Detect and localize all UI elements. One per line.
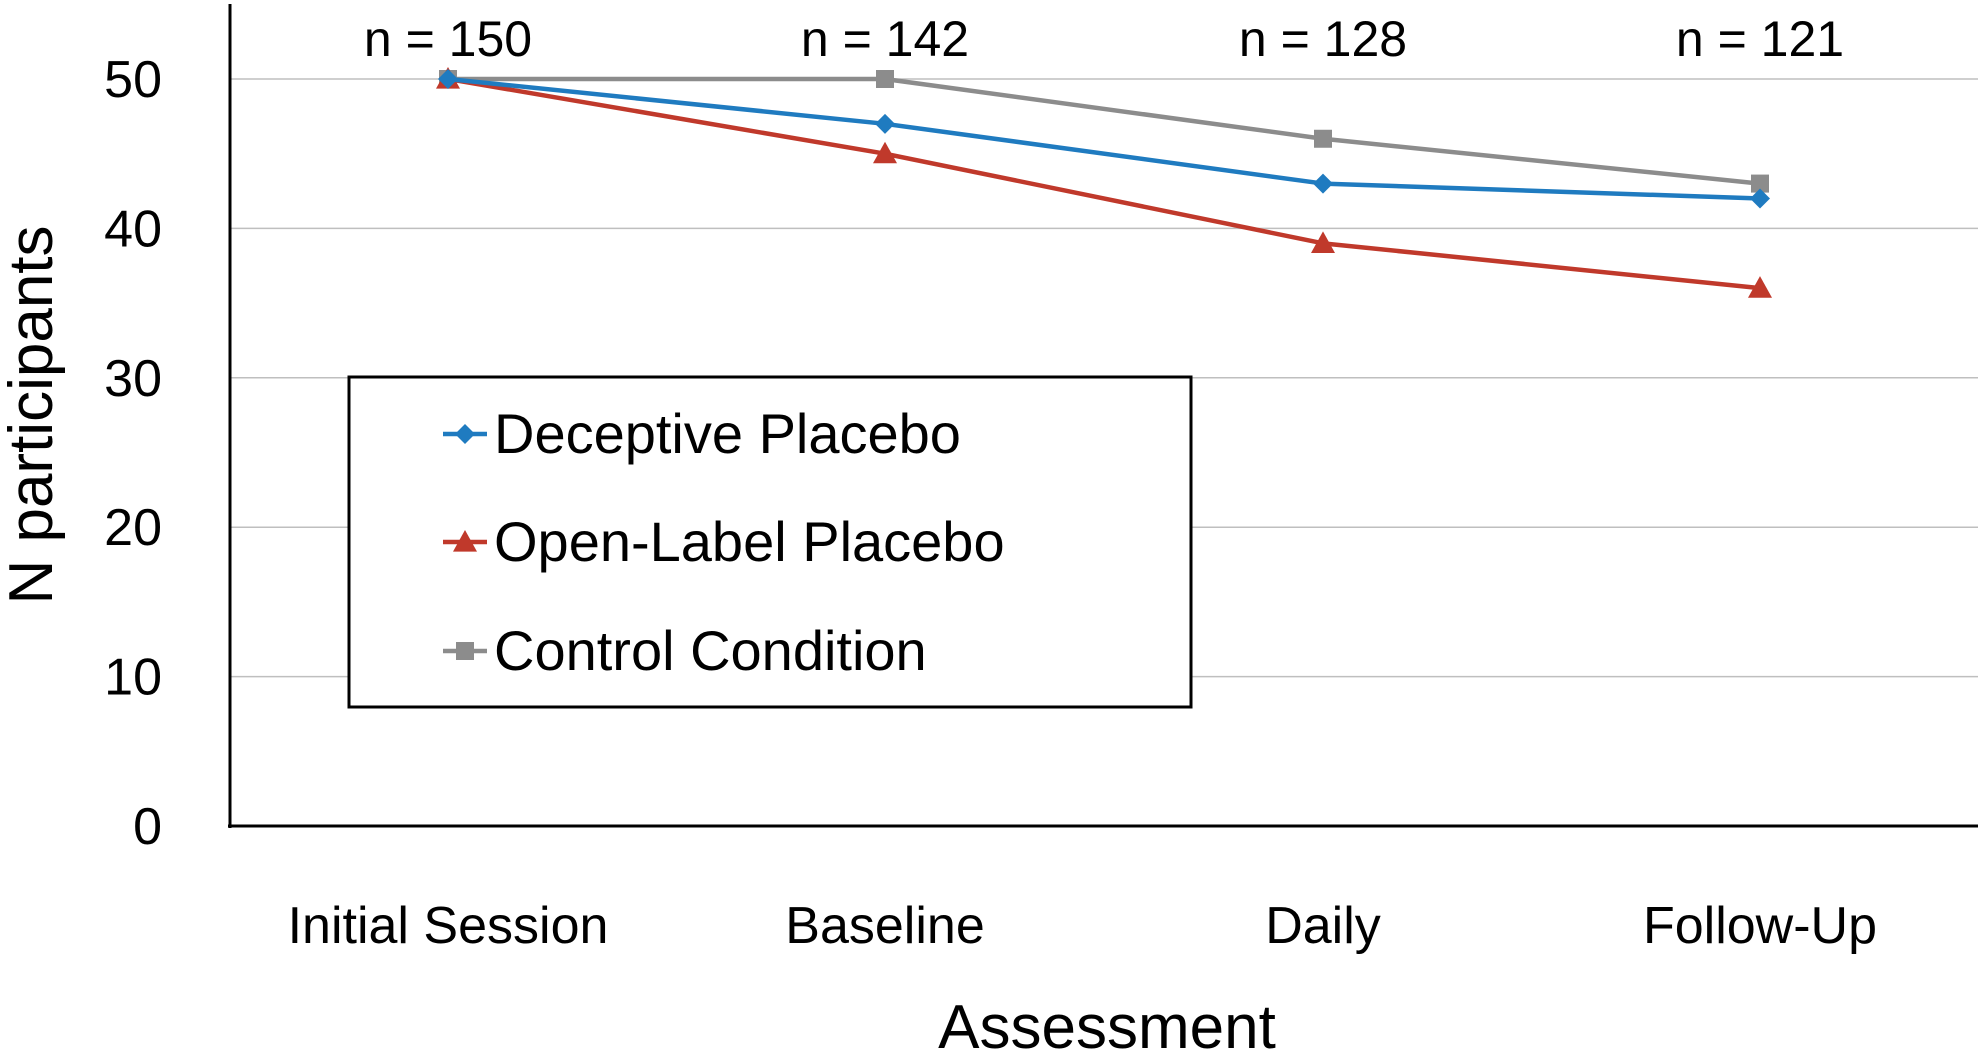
series-line bbox=[448, 76, 1761, 186]
data-point bbox=[1750, 188, 1770, 209]
legend: Deceptive Placebo Open-Label Placebo Contr… bbox=[347, 375, 1193, 709]
y-tick-label: 30 bbox=[104, 350, 162, 408]
legend-item: Control Condition bbox=[443, 619, 927, 682]
sample-size-label: n = 150 bbox=[364, 11, 532, 67]
data-point bbox=[873, 141, 897, 164]
x-tick-label: Daily bbox=[1265, 897, 1381, 955]
y-tick-labels: 0 10 20 30 40 50 bbox=[104, 51, 162, 856]
legend-item: Open-Label Placebo bbox=[443, 510, 1005, 573]
data-point bbox=[1748, 276, 1772, 298]
legend-item: Deceptive Placebo bbox=[443, 402, 961, 465]
series-line bbox=[447, 76, 1761, 291]
data-point bbox=[875, 113, 895, 134]
legend-box bbox=[347, 375, 1193, 709]
legend-marker bbox=[456, 642, 474, 660]
x-tick-label: Follow-Up bbox=[1643, 897, 1877, 955]
y-tick-label: 0 bbox=[133, 798, 162, 856]
y-tick-label: 10 bbox=[104, 649, 162, 707]
axes bbox=[228, 4, 1978, 828]
series-deceptive-placebo bbox=[438, 69, 1770, 209]
series-line bbox=[447, 76, 1761, 201]
data-point bbox=[1751, 174, 1769, 193]
data-point bbox=[876, 70, 894, 88]
y-tick-label: 40 bbox=[104, 200, 162, 258]
legend-label: Deceptive Placebo bbox=[494, 402, 961, 465]
legend-marker bbox=[453, 530, 477, 552]
legend-label: Open-Label Placebo bbox=[494, 510, 1005, 573]
x-tick-label: Baseline bbox=[785, 897, 984, 955]
x-tick-label: Initial Session bbox=[288, 897, 609, 955]
y-axis-title: N participants bbox=[0, 225, 66, 604]
data-point bbox=[1314, 129, 1332, 148]
legend-marker bbox=[455, 424, 475, 444]
sample-size-annotations: n = 150 n = 142 n = 128 n = 121 bbox=[364, 11, 1844, 67]
sample-size-label: n = 128 bbox=[1239, 11, 1407, 67]
y-tick-label: 20 bbox=[104, 499, 162, 557]
data-point bbox=[438, 69, 458, 89]
data-point bbox=[1311, 231, 1335, 253]
legend-label: Control Condition bbox=[494, 619, 927, 682]
data-point bbox=[1313, 173, 1333, 194]
series-layer bbox=[436, 67, 1772, 298]
x-tick-labels: Initial Session Baseline Daily Follow-Up bbox=[288, 897, 1877, 955]
y-tick-label: 50 bbox=[104, 51, 162, 109]
sample-size-label: n = 121 bbox=[1676, 11, 1844, 67]
sample-size-label: n = 142 bbox=[801, 11, 969, 67]
series-open-label-placebo bbox=[436, 67, 1772, 298]
x-axis-title: Assessment bbox=[938, 993, 1276, 1062]
series-control-condition bbox=[439, 70, 1769, 193]
